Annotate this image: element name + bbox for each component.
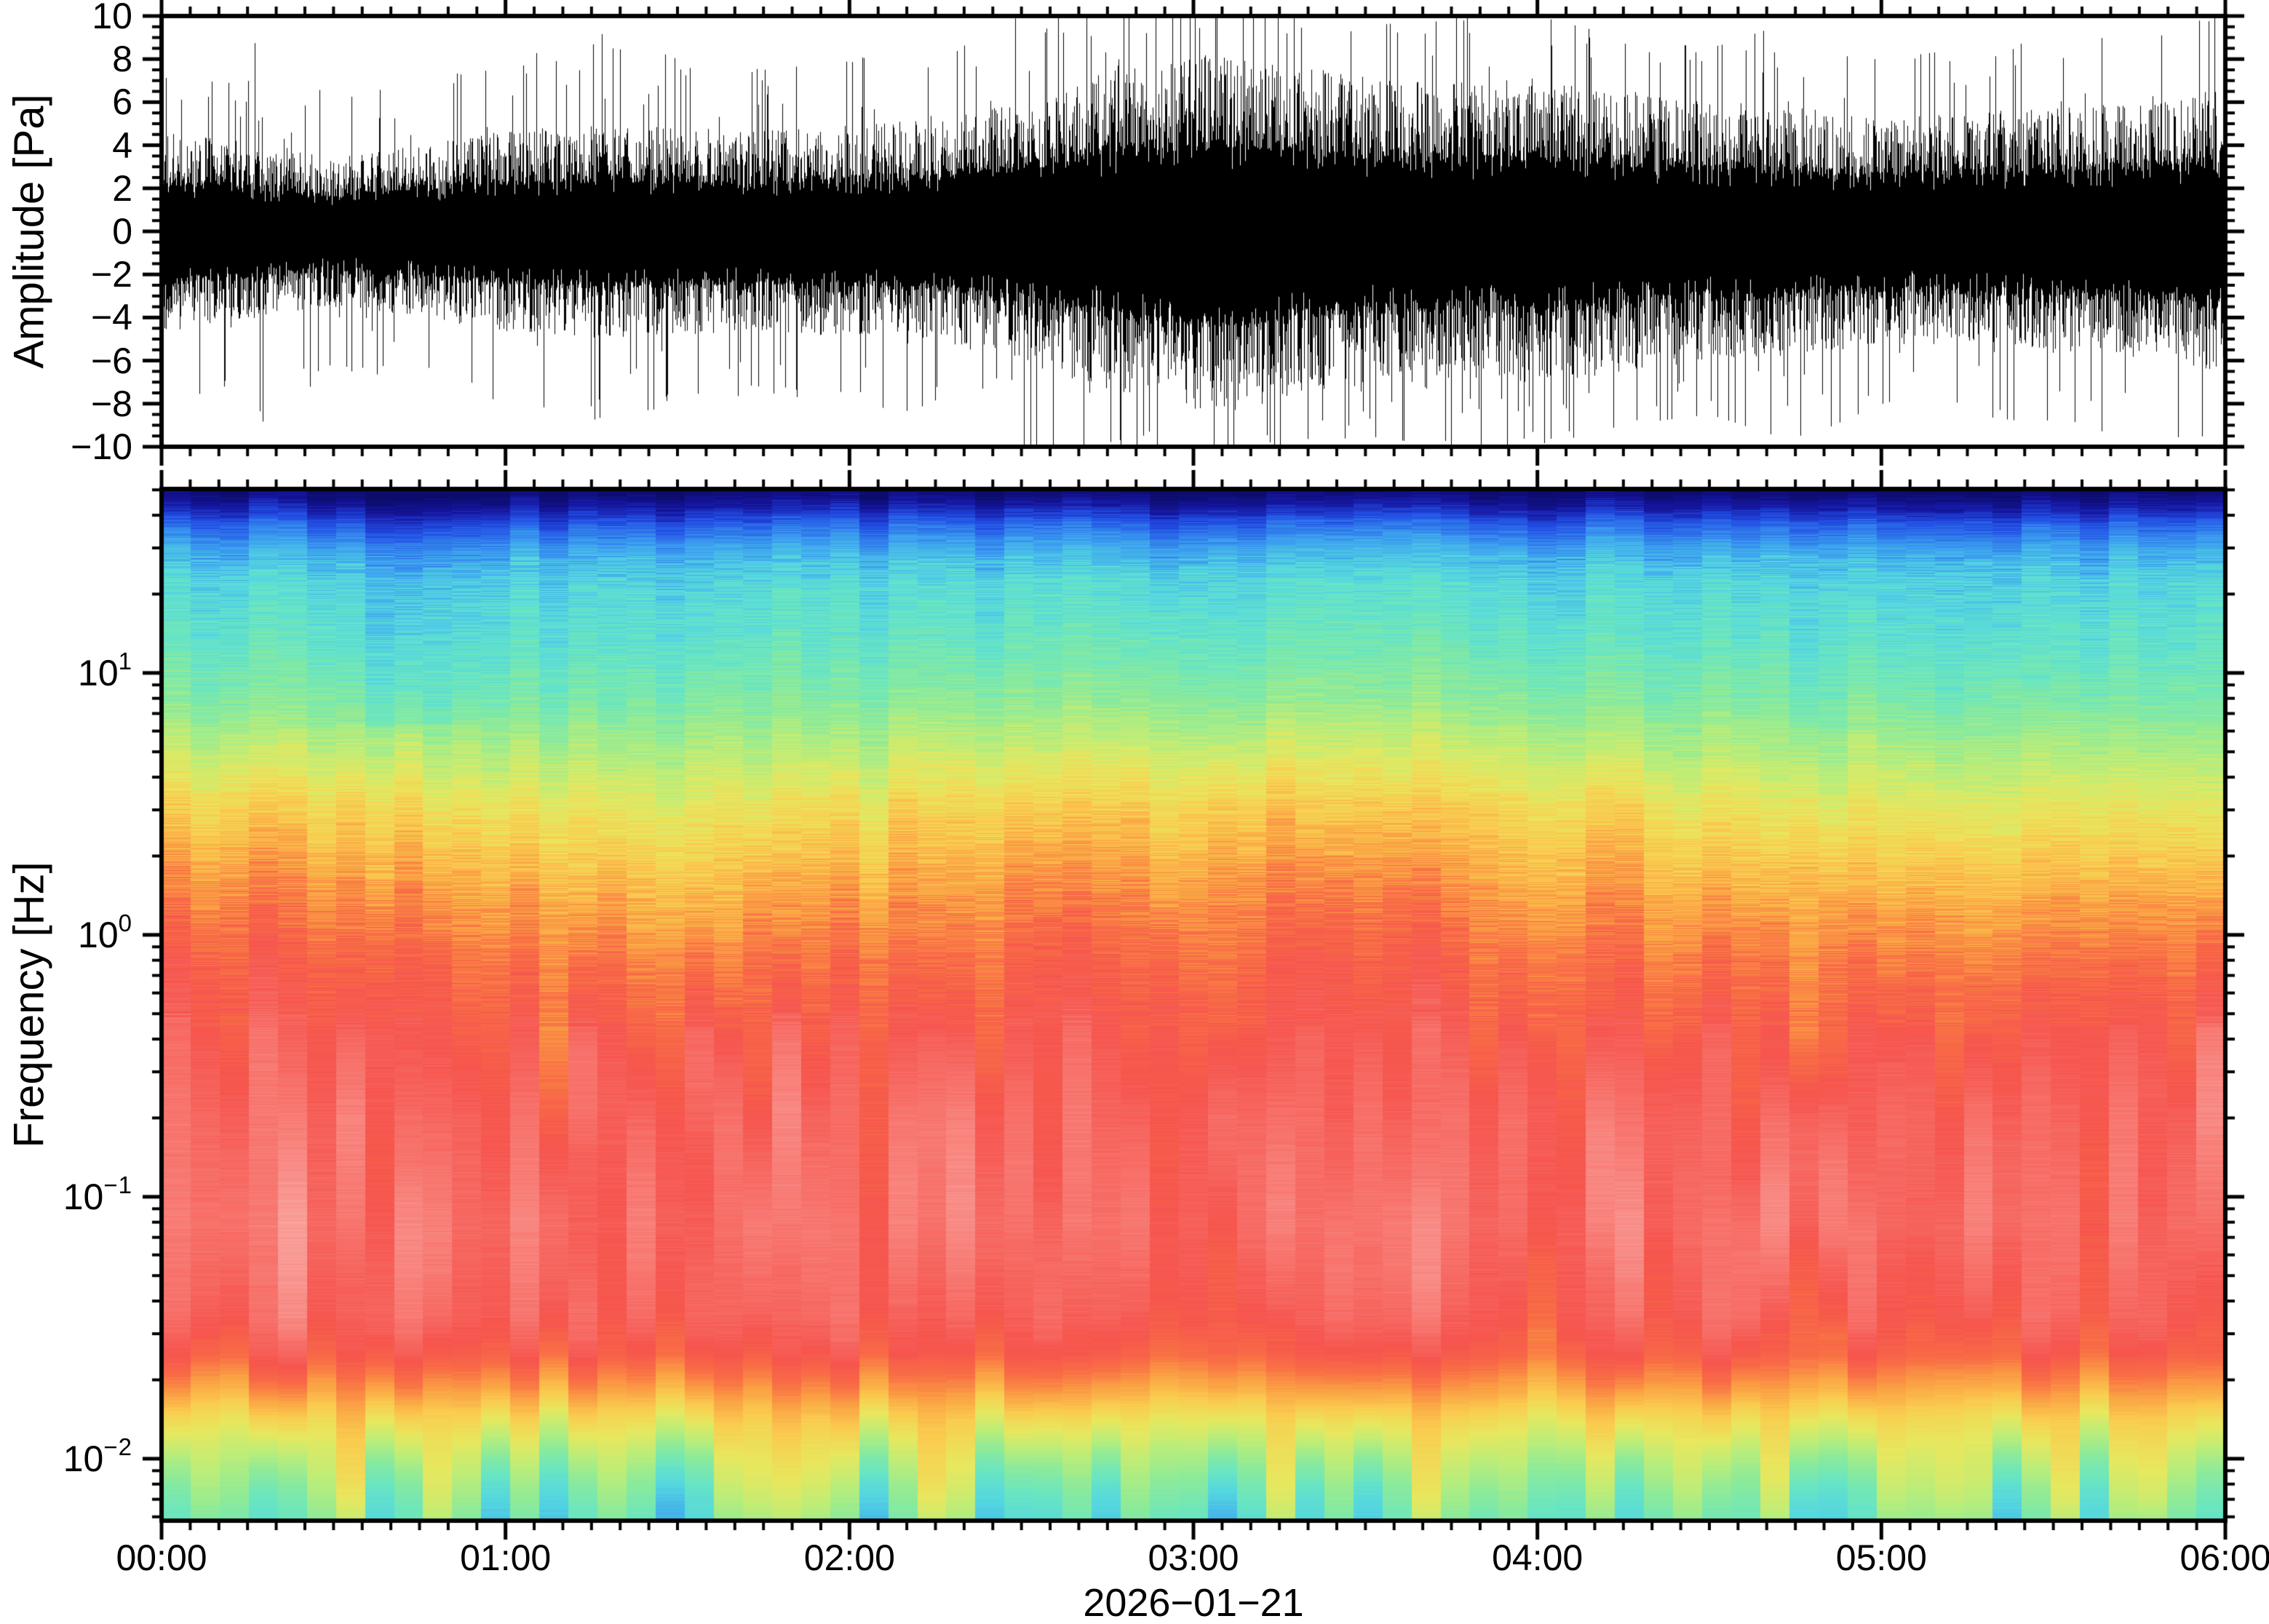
time-tick-label: 04:00 bbox=[1492, 1537, 1583, 1578]
amplitude-tick-label: 10 bbox=[92, 0, 132, 36]
time-tick-label: 05:00 bbox=[1835, 1537, 1927, 1578]
frequency-tick-label: 101 bbox=[78, 647, 132, 693]
amplitude-tick-label: −10 bbox=[71, 426, 132, 467]
frequency-tick-label: 10−1 bbox=[63, 1171, 132, 1217]
time-tick-label: 06:00 bbox=[2179, 1537, 2269, 1578]
date-label: 2026−01−21 bbox=[1083, 1581, 1304, 1624]
time-tick-label: 02:00 bbox=[803, 1537, 895, 1578]
amplitude-tick-label: −2 bbox=[90, 254, 132, 295]
amplitude-tick-label: 8 bbox=[112, 39, 132, 80]
frequency-axis-label: Frequency [Hz] bbox=[5, 861, 53, 1148]
amplitude-tick-label: −6 bbox=[90, 340, 132, 381]
amplitude-tick-label: 6 bbox=[112, 81, 132, 123]
amplitude-axis-label: Amplitude [Pa] bbox=[5, 94, 53, 369]
time-tick-label: 03:00 bbox=[1148, 1537, 1239, 1578]
amplitude-tick-label: −8 bbox=[90, 383, 132, 424]
time-tick-label: 01:00 bbox=[460, 1537, 552, 1578]
time-tick-label: 00:00 bbox=[116, 1537, 207, 1578]
frequency-tick-label: 10−2 bbox=[63, 1433, 132, 1479]
frequency-tick-label: 100 bbox=[78, 909, 132, 955]
amplitude-tick-label: −4 bbox=[90, 297, 132, 338]
amplitude-tick-label: 2 bbox=[112, 167, 132, 209]
amplitude-tick-label: 4 bbox=[112, 124, 132, 166]
amplitude-tick-label: 0 bbox=[112, 211, 132, 252]
